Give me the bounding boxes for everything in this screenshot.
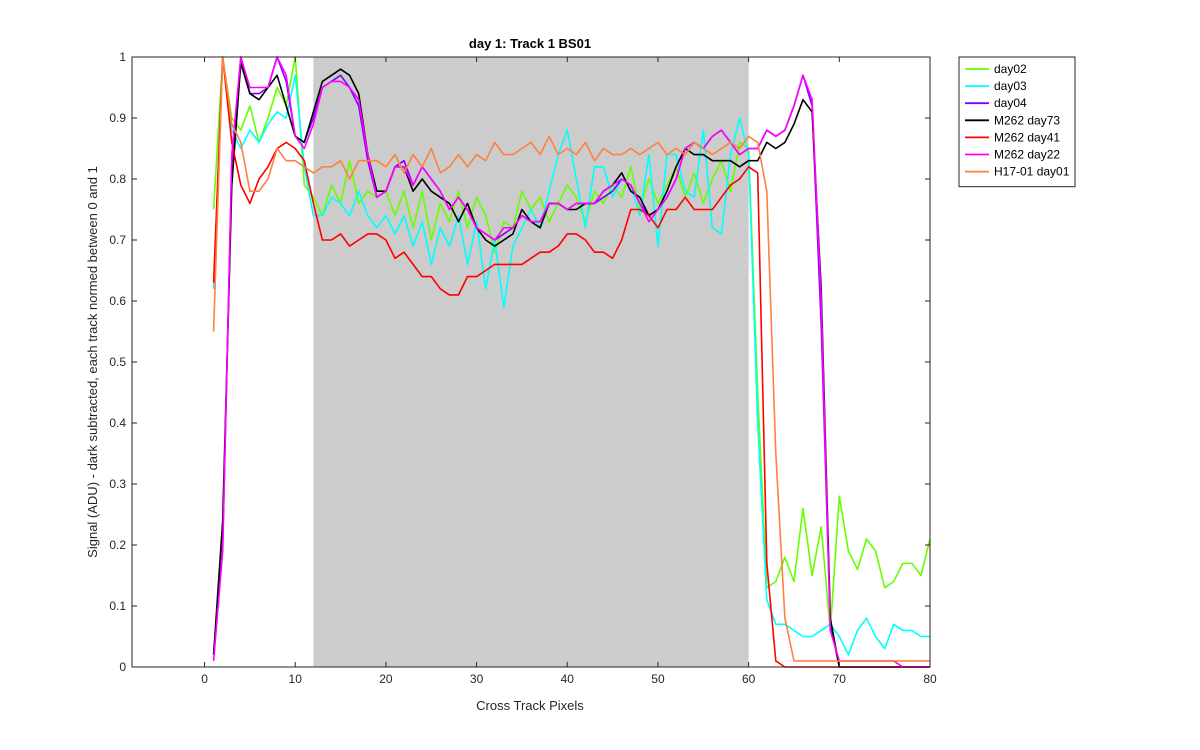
shaded-region [313, 57, 749, 667]
x-tick-label: 40 [561, 672, 575, 686]
x-tick-label: 50 [651, 672, 665, 686]
x-axis-ticks: 0 10 20 30 40 50 60 70 80 [201, 57, 937, 686]
legend-entry-0: day02 [994, 62, 1027, 76]
series-line-6 [212, 56, 930, 662]
y-tick-label: 0 [119, 660, 126, 674]
y-tick-label: 0.8 [109, 172, 126, 186]
x-tick-label: 30 [470, 672, 484, 686]
series-line-1 [212, 56, 930, 656]
y-axis-ticks: 0 0.1 0.2 0.3 0.4 0.5 0.6 0.7 0.8 0.9 1 [109, 50, 930, 674]
legend-entry-6: H17-01 day01 [994, 165, 1070, 179]
y-tick-label: 1 [119, 50, 126, 64]
y-tick-label: 0.6 [109, 294, 126, 308]
y-tick-label: 0.7 [109, 233, 126, 247]
x-tick-label: 80 [923, 672, 937, 686]
series-line-3 [212, 62, 930, 668]
x-axis-label: Cross Track Pixels [476, 698, 584, 713]
y-axis-label: Signal (ADU) - dark subtracted, each tra… [85, 166, 100, 558]
x-tick-label: 60 [742, 672, 756, 686]
legend-entry-5: M262 day22 [994, 148, 1060, 162]
legend: day02 day03 day04 M262 day73 M262 day41 M262 … [958, 56, 1076, 188]
series-line-5 [212, 56, 930, 668]
legend-box [958, 56, 1076, 188]
series-line-0 [212, 56, 931, 632]
chart-title: day 1: Track 1 BS01 [469, 36, 591, 51]
y-tick-label: 0.1 [109, 599, 126, 613]
x-tick-label: 20 [379, 672, 393, 686]
y-tick-label: 0.4 [109, 416, 126, 430]
legend-entry-4: M262 day41 [994, 130, 1060, 144]
y-tick-label: 0.9 [109, 111, 126, 125]
plot-area [131, 56, 931, 668]
legend-entry-1: day03 [994, 79, 1027, 93]
y-tick-label: 0.3 [109, 477, 126, 491]
x-tick-label: 70 [833, 672, 847, 686]
legend-entry-2: day04 [994, 96, 1027, 110]
x-tick-label: 10 [289, 672, 303, 686]
x-tick-label: 0 [201, 672, 208, 686]
y-tick-label: 0.2 [109, 538, 126, 552]
legend-entry-3: M262 day73 [994, 113, 1060, 127]
y-tick-label: 0.5 [109, 355, 126, 369]
